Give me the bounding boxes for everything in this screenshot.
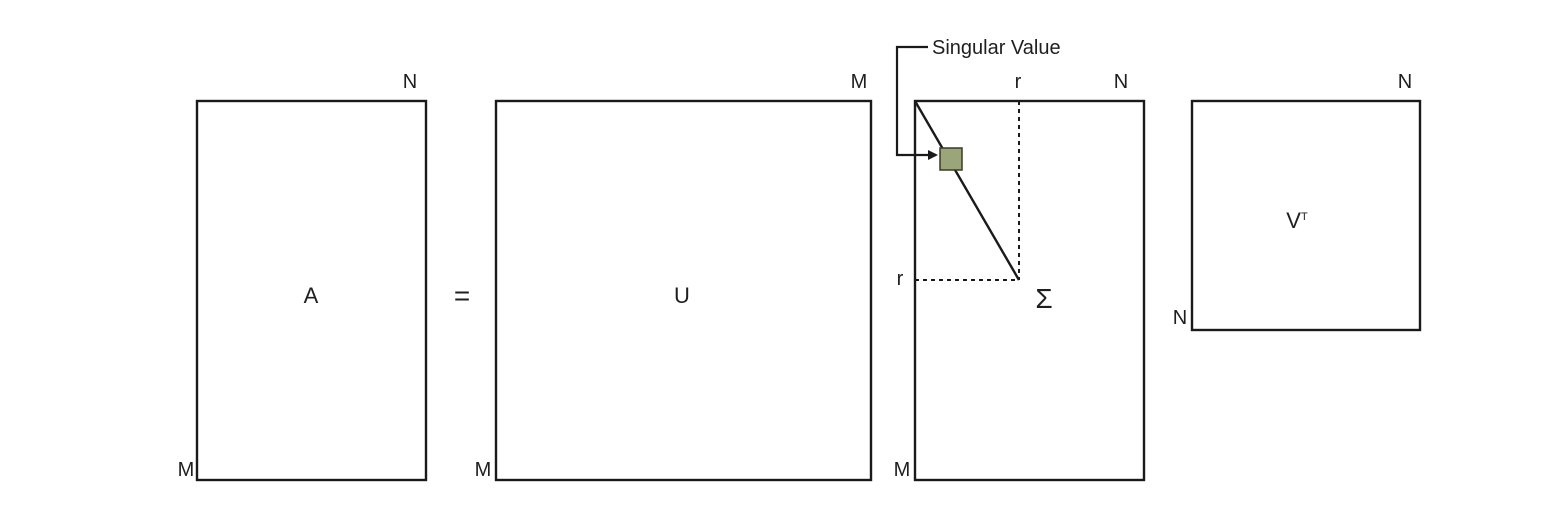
diagonal-line bbox=[913, 100, 1021, 281]
matrix-a: A N M bbox=[178, 71, 428, 482]
matrix-vt-label: VT bbox=[1286, 208, 1308, 233]
singular-value-callout: Singular Value bbox=[895, 37, 1061, 160]
matrix-a-rows-label: M bbox=[178, 459, 195, 481]
callout-label: Singular Value bbox=[932, 37, 1061, 59]
matrix-sigma-cols-label: N bbox=[1114, 71, 1128, 93]
callout-leader-line bbox=[895, 45, 938, 160]
matrix-a-label: A bbox=[304, 283, 319, 308]
matrix-vt-name: V bbox=[1286, 208, 1301, 233]
matrix-u-label: U bbox=[674, 283, 690, 308]
matrix-a-box bbox=[195, 99, 428, 482]
matrix-vt-cols-label: N bbox=[1398, 71, 1412, 93]
equals-sign: = bbox=[454, 280, 470, 311]
matrix-u-rows-label: M bbox=[475, 459, 492, 481]
matrix-vt-rows-label: N bbox=[1173, 307, 1187, 329]
rank-r-left-label: r bbox=[897, 268, 904, 290]
matrix-u: U M M bbox=[475, 71, 873, 482]
matrix-vt-box bbox=[1190, 99, 1422, 332]
matrix-vt-superscript: T bbox=[1301, 211, 1308, 223]
matrix-u-cols-label: M bbox=[851, 71, 868, 93]
matrix-a-cols-label: N bbox=[403, 71, 417, 93]
matrix-sigma-label: Σ bbox=[1035, 283, 1052, 314]
matrix-u-box bbox=[494, 99, 873, 482]
matrix-sigma: r r Σ N M bbox=[894, 71, 1146, 482]
matrix-sigma-rows-label: M bbox=[894, 459, 911, 481]
singular-value-marker bbox=[939, 147, 963, 171]
rank-r-top-label: r bbox=[1015, 71, 1022, 93]
matrix-vt: VT N N bbox=[1173, 71, 1422, 332]
